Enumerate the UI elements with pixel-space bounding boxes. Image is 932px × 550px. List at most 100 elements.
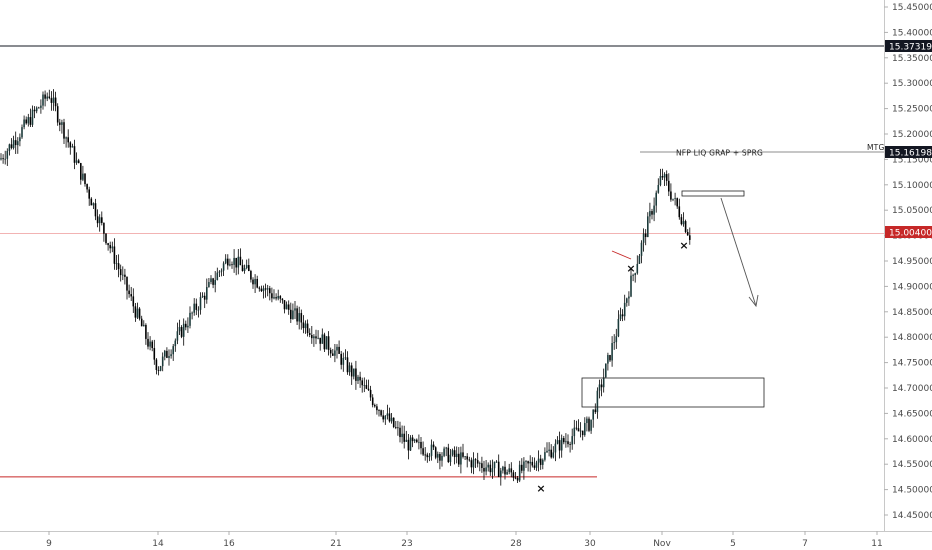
x-tick-label: 11	[871, 539, 882, 549]
candle-body	[227, 258, 229, 266]
candle-body	[38, 107, 40, 109]
candle-body	[556, 440, 559, 444]
lower-demand-zone[interactable]	[581, 377, 765, 408]
candle-body	[21, 127, 23, 138]
candle-body	[206, 286, 208, 300]
candle-body	[560, 438, 563, 451]
candle-body	[491, 468, 494, 473]
candle-body	[584, 423, 586, 436]
candle-body	[224, 258, 227, 264]
y-tick-label: 14.45000	[892, 511, 932, 521]
candle-body	[222, 263, 225, 271]
upper-supply-zone[interactable]	[681, 190, 745, 197]
candle-body	[325, 336, 328, 350]
x-tick-label: 7	[802, 539, 808, 549]
candle-body	[346, 357, 349, 373]
candle-body	[644, 233, 647, 238]
candle-body	[298, 313, 300, 322]
candle-body	[59, 122, 61, 125]
candle-body	[42, 94, 44, 106]
candle-body	[596, 390, 599, 413]
candle-body	[621, 314, 624, 317]
candle-body	[653, 205, 655, 215]
liquidity-marker[interactable]: ×	[679, 239, 688, 252]
candle-body	[164, 350, 166, 357]
candle-body	[195, 303, 198, 310]
candle-body	[130, 294, 132, 297]
candle-body	[4, 158, 6, 160]
candle-body	[550, 449, 552, 458]
candle-body	[546, 450, 548, 453]
candle-body	[647, 216, 649, 238]
candle-body	[172, 346, 174, 355]
liquidity-marker[interactable]: ×	[626, 262, 635, 275]
candle-body	[672, 198, 674, 200]
candle-body	[682, 221, 685, 225]
candle-body	[266, 288, 269, 290]
candle-body	[258, 287, 261, 289]
candle-body	[388, 413, 391, 422]
candle-body	[441, 455, 443, 461]
candle-body	[361, 380, 363, 386]
candle-body	[199, 297, 202, 310]
y-tick-label: 15.10000	[892, 181, 932, 191]
candle-body	[512, 472, 515, 478]
candle-body	[399, 427, 401, 438]
candle-body	[306, 323, 309, 334]
y-tick-label: 15.35000	[892, 54, 932, 64]
candle-body	[357, 376, 359, 381]
candle-body	[283, 300, 286, 310]
candle-body	[374, 405, 376, 407]
liquidity-marker[interactable]: ×	[536, 482, 545, 495]
candle-body	[212, 278, 214, 285]
candle-body	[69, 142, 72, 148]
candle-body	[56, 106, 59, 123]
candle-body	[262, 288, 265, 292]
candle-body	[382, 415, 384, 420]
candle-body	[119, 269, 122, 276]
candle-body	[401, 433, 403, 438]
candle-body	[264, 288, 267, 290]
candle-body	[161, 356, 164, 367]
candle-body	[197, 309, 200, 311]
sweep-trendline[interactable]	[611, 250, 632, 260]
candle-body	[94, 203, 97, 217]
candle-body	[134, 306, 137, 318]
candle-body	[132, 296, 135, 307]
candle-body	[273, 297, 275, 299]
projection-arrow-line[interactable]	[720, 197, 757, 307]
candle-body	[670, 191, 672, 200]
candle-body	[430, 444, 433, 456]
candle-body	[397, 427, 399, 429]
price-badge-top: 15.37319	[885, 40, 932, 53]
candle-body	[355, 368, 357, 381]
candle-body	[466, 456, 468, 460]
mtg-tag: MTG	[867, 143, 884, 152]
candle-body	[420, 441, 422, 449]
y-tick-label: 14.65000	[892, 409, 932, 419]
candle-body	[185, 323, 187, 328]
candle-body	[497, 461, 500, 477]
candle-body	[640, 242, 643, 256]
candle-body	[413, 439, 416, 442]
candle-body	[67, 137, 69, 143]
candle-body	[245, 265, 248, 269]
time-axis[interactable]: 9 14 16 21 23 28 30 Nov 5 7 11	[46, 531, 883, 549]
candle-body	[531, 461, 534, 466]
candle-body	[678, 206, 681, 218]
candle-body	[609, 355, 611, 361]
candle-body	[594, 409, 597, 413]
candle-body	[617, 318, 620, 337]
candle-body	[588, 418, 590, 431]
trade-annotation[interactable]: NFP LIQ GRAP + SPRG	[676, 149, 763, 158]
price-axis[interactable]: 15.45000 15.40000 15.35000 15.30000 15.25000…	[884, 3, 932, 521]
candle-body	[8, 144, 11, 151]
candle-body	[552, 452, 555, 458]
candle-body	[537, 458, 540, 463]
candle-body	[311, 334, 313, 339]
x-tick-label: 16	[223, 539, 235, 549]
candle-body	[241, 265, 244, 271]
candle-body	[642, 233, 645, 243]
candle-body	[464, 456, 466, 458]
